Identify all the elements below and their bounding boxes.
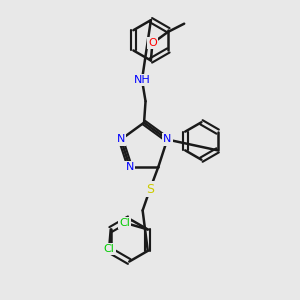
Text: N: N [125, 162, 134, 172]
Text: O: O [148, 38, 157, 48]
Text: N: N [163, 134, 171, 145]
Text: Cl: Cl [119, 218, 130, 228]
Text: Cl: Cl [104, 244, 115, 254]
Text: N: N [117, 134, 125, 145]
Text: S: S [146, 182, 154, 196]
Text: NH: NH [134, 75, 150, 85]
